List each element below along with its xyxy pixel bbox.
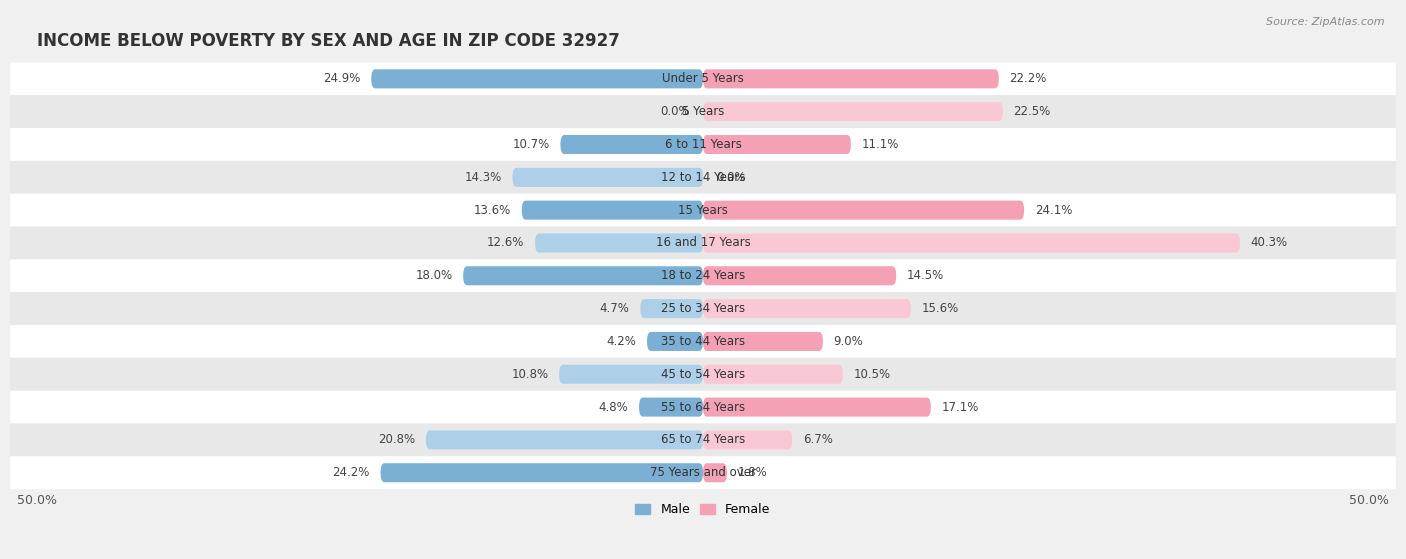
FancyBboxPatch shape	[703, 332, 823, 351]
Text: 18 to 24 Years: 18 to 24 Years	[661, 269, 745, 282]
FancyBboxPatch shape	[10, 259, 1396, 292]
Text: 20.8%: 20.8%	[378, 433, 415, 447]
Text: 35 to 44 Years: 35 to 44 Years	[661, 335, 745, 348]
FancyBboxPatch shape	[10, 95, 1396, 128]
Text: 17.1%: 17.1%	[942, 401, 979, 414]
FancyBboxPatch shape	[703, 299, 911, 318]
Text: 10.5%: 10.5%	[853, 368, 890, 381]
FancyBboxPatch shape	[560, 365, 703, 384]
FancyBboxPatch shape	[703, 102, 1002, 121]
FancyBboxPatch shape	[10, 63, 1396, 95]
Text: 12.6%: 12.6%	[486, 236, 524, 249]
Text: 6 to 11 Years: 6 to 11 Years	[665, 138, 741, 151]
Text: 22.2%: 22.2%	[1010, 72, 1047, 86]
FancyBboxPatch shape	[463, 266, 703, 285]
FancyBboxPatch shape	[10, 161, 1396, 194]
Text: 0.0%: 0.0%	[716, 171, 747, 184]
Text: 24.9%: 24.9%	[323, 72, 360, 86]
Text: 25 to 34 Years: 25 to 34 Years	[661, 302, 745, 315]
FancyBboxPatch shape	[10, 424, 1396, 456]
FancyBboxPatch shape	[703, 135, 851, 154]
Text: 40.3%: 40.3%	[1250, 236, 1288, 249]
Text: 12 to 14 Years: 12 to 14 Years	[661, 171, 745, 184]
FancyBboxPatch shape	[640, 397, 703, 416]
FancyBboxPatch shape	[10, 325, 1396, 358]
Text: 5 Years: 5 Years	[682, 105, 724, 118]
Text: 11.1%: 11.1%	[862, 138, 898, 151]
FancyBboxPatch shape	[10, 128, 1396, 161]
FancyBboxPatch shape	[10, 292, 1396, 325]
Text: 15.6%: 15.6%	[921, 302, 959, 315]
FancyBboxPatch shape	[703, 201, 1024, 220]
Text: Under 5 Years: Under 5 Years	[662, 72, 744, 86]
Text: 55 to 64 Years: 55 to 64 Years	[661, 401, 745, 414]
FancyBboxPatch shape	[703, 397, 931, 416]
Text: 18.0%: 18.0%	[415, 269, 453, 282]
Text: 22.5%: 22.5%	[1014, 105, 1050, 118]
FancyBboxPatch shape	[703, 463, 727, 482]
Text: 4.8%: 4.8%	[599, 401, 628, 414]
Legend: Male, Female: Male, Female	[630, 498, 776, 522]
FancyBboxPatch shape	[561, 135, 703, 154]
Text: Source: ZipAtlas.com: Source: ZipAtlas.com	[1267, 17, 1385, 27]
Text: 13.6%: 13.6%	[474, 203, 512, 217]
Text: 45 to 54 Years: 45 to 54 Years	[661, 368, 745, 381]
FancyBboxPatch shape	[10, 391, 1396, 424]
Text: 6.7%: 6.7%	[803, 433, 832, 447]
FancyBboxPatch shape	[10, 226, 1396, 259]
Text: 9.0%: 9.0%	[834, 335, 863, 348]
Text: 75 Years and over: 75 Years and over	[650, 466, 756, 479]
FancyBboxPatch shape	[703, 365, 844, 384]
FancyBboxPatch shape	[536, 234, 703, 253]
Text: 4.7%: 4.7%	[600, 302, 630, 315]
FancyBboxPatch shape	[640, 299, 703, 318]
Text: 10.7%: 10.7%	[513, 138, 550, 151]
FancyBboxPatch shape	[10, 194, 1396, 226]
Text: 14.3%: 14.3%	[464, 171, 502, 184]
FancyBboxPatch shape	[703, 234, 1240, 253]
FancyBboxPatch shape	[512, 168, 703, 187]
Text: 16 and 17 Years: 16 and 17 Years	[655, 236, 751, 249]
Text: 15 Years: 15 Years	[678, 203, 728, 217]
Text: 65 to 74 Years: 65 to 74 Years	[661, 433, 745, 447]
FancyBboxPatch shape	[426, 430, 703, 449]
Text: 4.2%: 4.2%	[606, 335, 637, 348]
FancyBboxPatch shape	[371, 69, 703, 88]
FancyBboxPatch shape	[522, 201, 703, 220]
FancyBboxPatch shape	[647, 332, 703, 351]
Text: INCOME BELOW POVERTY BY SEX AND AGE IN ZIP CODE 32927: INCOME BELOW POVERTY BY SEX AND AGE IN Z…	[37, 32, 620, 50]
FancyBboxPatch shape	[10, 358, 1396, 391]
FancyBboxPatch shape	[10, 456, 1396, 489]
FancyBboxPatch shape	[703, 266, 896, 285]
Text: 0.0%: 0.0%	[659, 105, 690, 118]
FancyBboxPatch shape	[381, 463, 703, 482]
FancyBboxPatch shape	[703, 430, 792, 449]
Text: 10.8%: 10.8%	[512, 368, 548, 381]
FancyBboxPatch shape	[703, 69, 998, 88]
Text: 24.1%: 24.1%	[1035, 203, 1073, 217]
Text: 24.2%: 24.2%	[333, 466, 370, 479]
Text: 1.8%: 1.8%	[738, 466, 768, 479]
Text: 14.5%: 14.5%	[907, 269, 943, 282]
